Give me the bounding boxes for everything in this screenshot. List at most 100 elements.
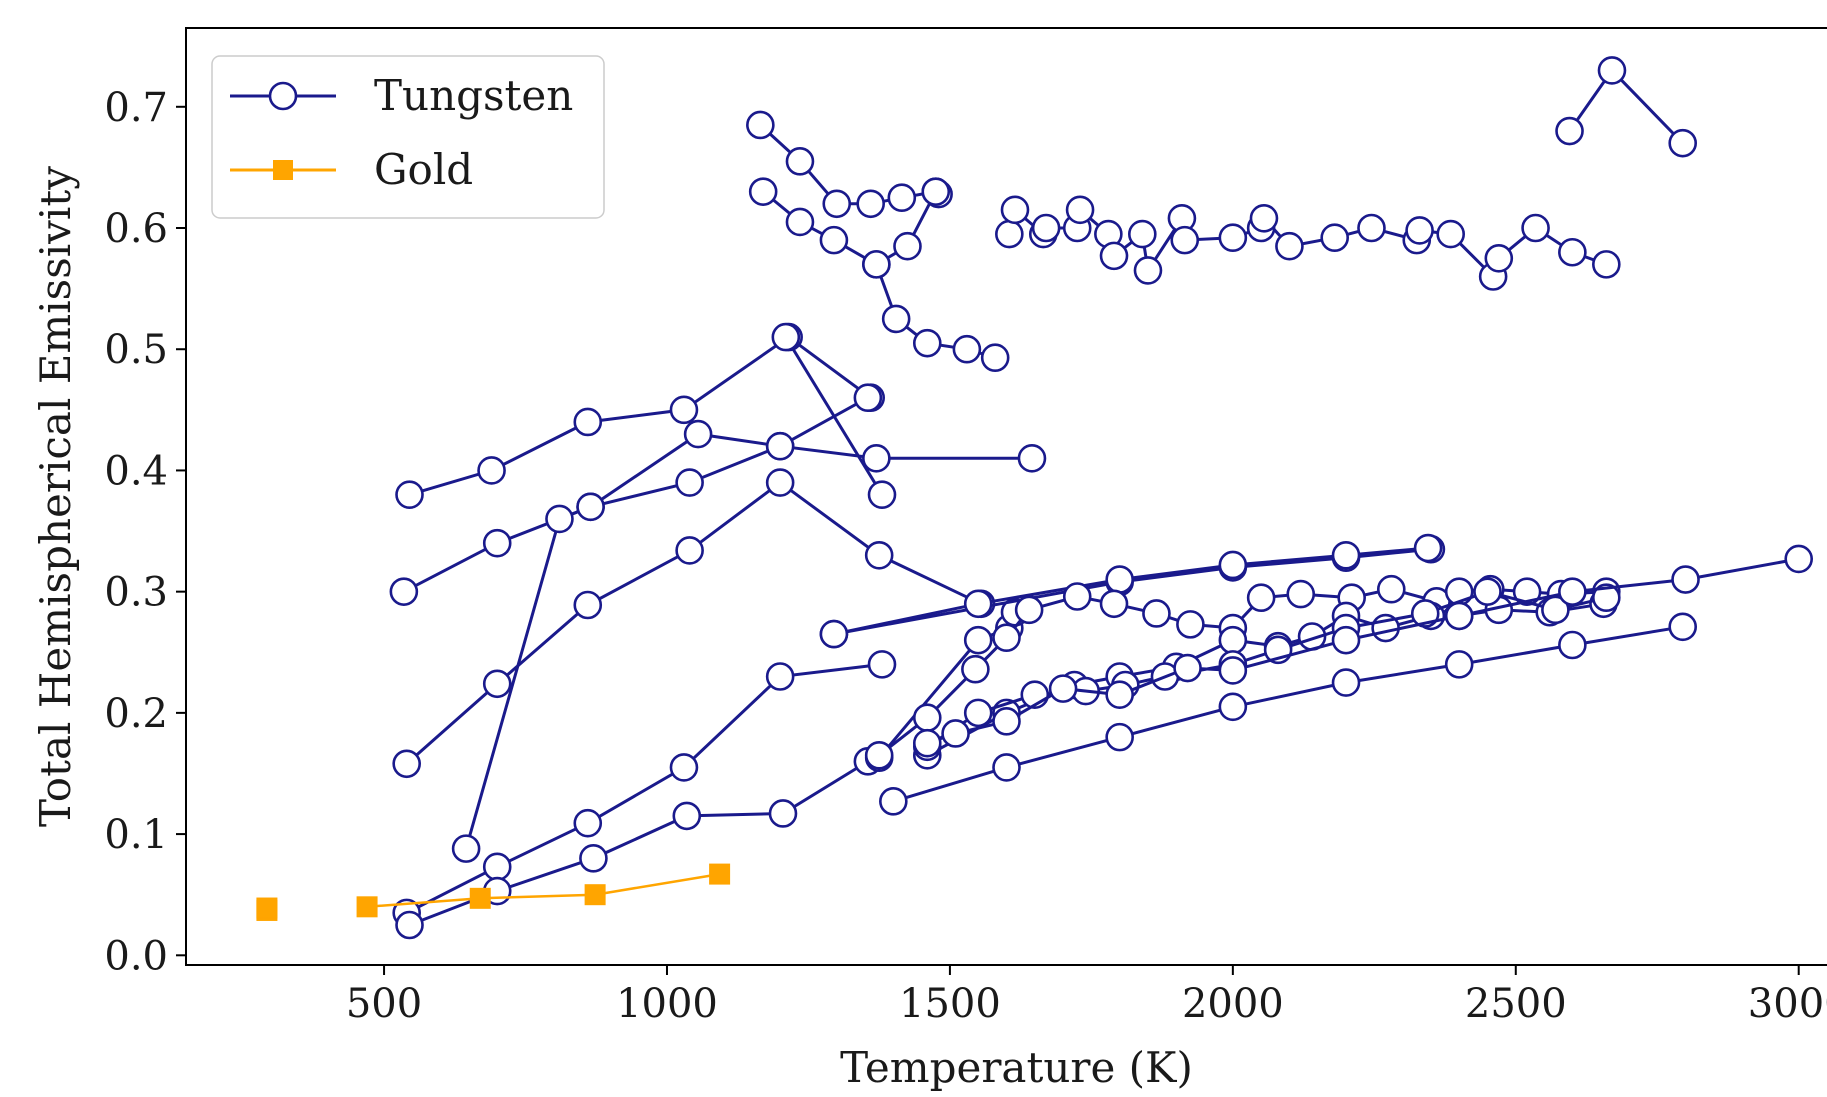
data-point — [887, 183, 917, 213]
data-point — [669, 753, 699, 782]
data-point — [746, 110, 775, 140]
data-point — [921, 177, 951, 206]
data-point — [1062, 582, 1092, 611]
data-point — [1133, 256, 1163, 285]
data-point — [1128, 219, 1157, 249]
y-tick-label: 0.0 — [104, 933, 168, 979]
x-tick-label: 500 — [346, 981, 422, 1027]
legend-label: Tungsten — [374, 71, 573, 120]
data-point — [1444, 650, 1474, 679]
data-point — [1413, 533, 1443, 563]
data-point — [1065, 195, 1095, 225]
data-point — [765, 431, 795, 461]
legend: Tungsten Gold — [211, 55, 605, 219]
data-point — [1331, 668, 1361, 697]
data-point — [1331, 540, 1361, 570]
y-tick-label: 0.4 — [104, 448, 168, 494]
data-point — [1331, 625, 1361, 655]
x-tick-label: 2500 — [1465, 981, 1567, 1027]
data-point — [1592, 583, 1621, 613]
y-axis-title: Total Hemispherical Emissivity — [31, 166, 80, 827]
data-point — [1597, 56, 1627, 85]
data-point — [1357, 213, 1386, 243]
series-gold — [256, 863, 731, 921]
data-point — [879, 787, 908, 816]
data-point — [1405, 216, 1434, 245]
data-point — [584, 884, 606, 906]
data-point — [1558, 630, 1587, 660]
data-point — [864, 740, 894, 770]
data-point — [469, 887, 491, 909]
y-tick-label: 0.3 — [104, 570, 168, 616]
data-point — [1173, 653, 1202, 683]
data-point — [992, 707, 1021, 736]
data-point — [862, 250, 891, 279]
data-point — [1105, 722, 1134, 752]
data-point — [1668, 612, 1698, 642]
data-point — [256, 897, 278, 919]
data-point — [961, 654, 990, 684]
data-point — [785, 207, 815, 237]
data-point — [748, 177, 778, 206]
x-tick-label: 2000 — [1182, 981, 1284, 1027]
data-point — [1099, 589, 1129, 619]
data-point — [765, 468, 795, 497]
data-point — [1512, 577, 1542, 606]
data-point — [1592, 250, 1621, 279]
legend-label: Gold — [374, 145, 473, 194]
data-point — [1246, 583, 1276, 613]
data-point — [683, 419, 713, 449]
data-point — [1176, 610, 1205, 639]
data-point — [576, 492, 605, 522]
data-point — [867, 480, 897, 509]
data-point — [1671, 565, 1700, 594]
x-tick-label: 1500 — [899, 981, 1001, 1027]
data-point — [482, 852, 512, 882]
data-point — [482, 528, 512, 558]
data-point — [912, 728, 942, 758]
data-point — [1784, 544, 1814, 574]
data-point — [980, 343, 1010, 373]
data-point — [1218, 625, 1248, 655]
data-point — [1017, 444, 1047, 473]
data-point — [819, 225, 849, 255]
data-point — [1473, 577, 1502, 606]
data-point — [867, 650, 897, 679]
series-line — [406, 662, 883, 915]
data-point — [1099, 241, 1129, 271]
data-point — [864, 540, 894, 570]
data-point — [1218, 656, 1248, 685]
data-point — [1521, 213, 1550, 243]
series-line — [784, 336, 884, 496]
data-point — [477, 456, 506, 485]
data-point — [765, 662, 795, 691]
plot-frame — [185, 27, 1827, 966]
data-point — [1376, 574, 1406, 604]
data-point — [963, 589, 993, 619]
data-point — [1014, 595, 1044, 625]
data-point — [862, 444, 891, 473]
data-point — [675, 536, 704, 565]
data-point — [669, 395, 699, 425]
data-point — [1444, 601, 1474, 631]
data-point — [995, 219, 1024, 249]
data-point — [545, 504, 574, 534]
data-point — [573, 808, 603, 838]
data-point — [1031, 213, 1061, 243]
data-point — [1286, 579, 1316, 609]
data-point — [881, 304, 911, 334]
data-point — [392, 749, 421, 779]
data-point — [573, 590, 603, 620]
data-point — [1000, 195, 1030, 225]
data-point — [395, 910, 424, 940]
legend-marker — [268, 81, 298, 111]
series-line — [403, 396, 869, 594]
data-point — [963, 625, 993, 655]
data-point — [1275, 231, 1304, 261]
x-tick-label: 1000 — [616, 981, 718, 1027]
data-point — [395, 480, 424, 509]
legend-item-tungsten: Tungsten — [230, 71, 573, 120]
